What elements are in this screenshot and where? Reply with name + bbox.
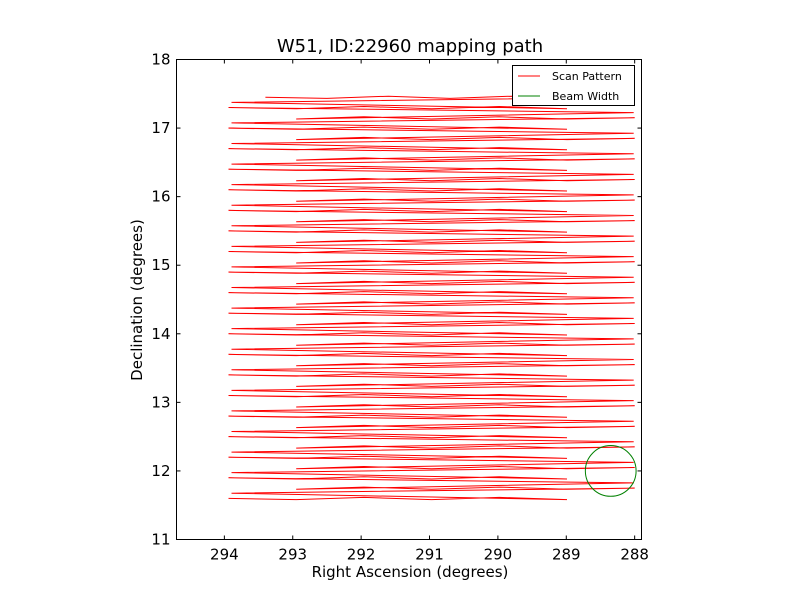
x-tick-label: 294 [210,546,239,564]
y-tick-label: 11 [151,531,170,549]
y-tick-label: 17 [151,119,170,137]
x-tick-label: 290 [484,546,513,564]
legend: Scan Pattern Beam Width [512,65,635,106]
legend-box [512,65,635,106]
legend-scan-label: Scan Pattern [552,70,622,83]
y-tick-label: 18 [151,51,170,69]
y-tick-label: 15 [151,256,170,274]
plot-area [228,95,637,501]
x-tick-label: 292 [347,546,376,564]
x-tick-label: 291 [415,546,444,564]
y-tick-label: 16 [151,188,170,206]
y-axis-title: Declination (degrees) [128,219,146,381]
y-tick-label: 13 [151,393,170,411]
x-axis-title: Right Ascension (degrees) [312,563,509,581]
x-axis: 294 293 292 291 290 289 288 [210,59,649,564]
legend-beam-label: Beam Width [552,90,619,103]
plot-frame [176,59,642,540]
y-tick-label: 12 [151,462,170,480]
x-tick-label: 289 [552,546,581,564]
beam-width-circle [584,445,637,497]
chart-title: W51, ID:22960 mapping path [277,36,543,57]
x-tick-label: 288 [620,546,649,564]
scan-pattern-line [228,95,635,501]
y-axis: 11 12 13 14 15 16 17 18 [151,51,642,549]
y-tick-label: 14 [151,325,170,343]
x-tick-label: 293 [278,546,307,564]
